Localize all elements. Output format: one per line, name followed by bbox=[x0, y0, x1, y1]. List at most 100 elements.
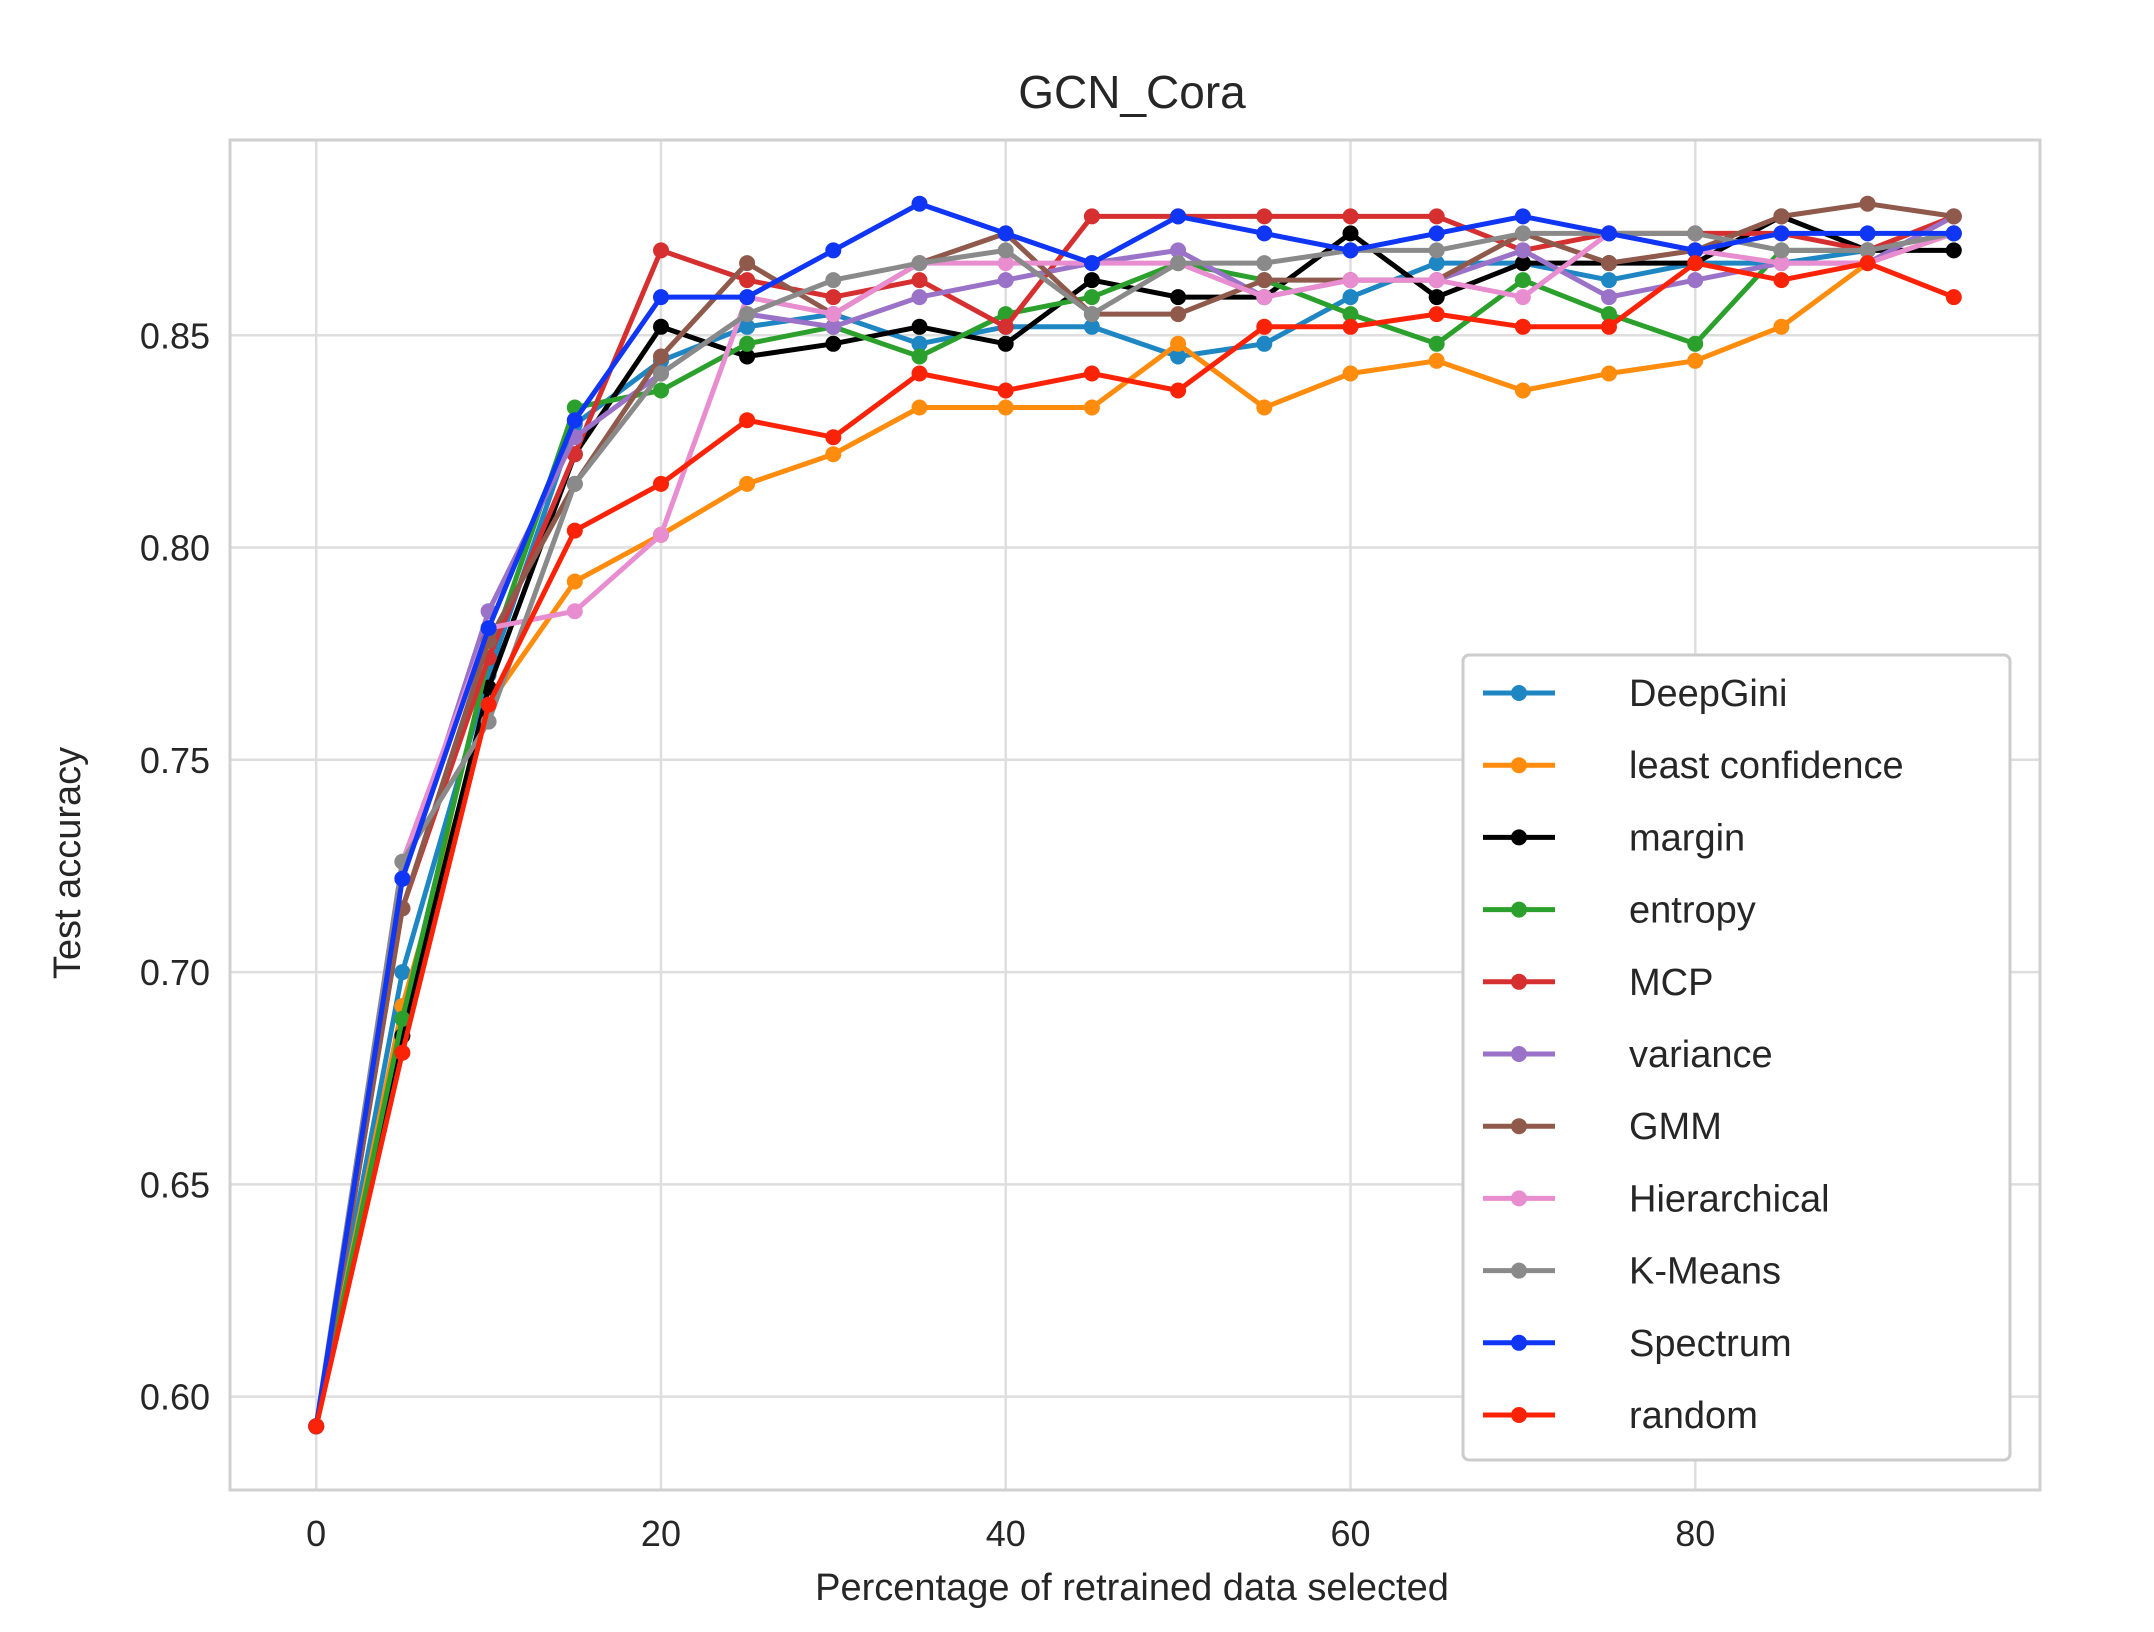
legend-label: Spectrum bbox=[1629, 1323, 1792, 1365]
data-point-margin bbox=[1083, 272, 1100, 289]
legend-item-margin: margin bbox=[1483, 817, 1745, 859]
data-point-k-means bbox=[1170, 255, 1187, 272]
data-point-random bbox=[739, 412, 756, 429]
data-point-entropy bbox=[394, 1010, 411, 1027]
series-random bbox=[308, 255, 1962, 1435]
data-point-margin bbox=[739, 348, 756, 365]
legend-item-random: random bbox=[1483, 1395, 1758, 1437]
legend-marker bbox=[1511, 1118, 1527, 1135]
data-point-spectrum bbox=[1428, 225, 1445, 242]
legend-item-mcp: MCP bbox=[1483, 962, 1713, 1004]
data-point-hierarchical bbox=[566, 603, 583, 620]
data-point-entropy bbox=[1083, 289, 1100, 306]
data-point-deepgini bbox=[1170, 348, 1187, 365]
data-point-margin bbox=[997, 335, 1014, 352]
data-point-random bbox=[1428, 306, 1445, 323]
data-point-least-confidence bbox=[825, 446, 842, 463]
data-point-least-confidence bbox=[1773, 318, 1790, 335]
data-point-random bbox=[1773, 272, 1790, 289]
x-axis-title: Percentage of retrained data selected bbox=[815, 1567, 1449, 1609]
data-point-random bbox=[1945, 289, 1962, 306]
series-line-variance bbox=[313, 214, 1955, 1427]
data-point-mcp bbox=[653, 242, 669, 259]
data-point-least-confidence bbox=[1601, 365, 1617, 382]
legend-label: entropy bbox=[1629, 890, 1756, 932]
data-point-variance bbox=[1601, 289, 1617, 306]
data-point-hierarchical bbox=[825, 306, 842, 323]
data-point-random bbox=[911, 365, 928, 382]
data-point-least-confidence bbox=[1514, 382, 1531, 399]
legend-marker bbox=[1511, 685, 1527, 701]
data-point-random bbox=[480, 696, 497, 713]
data-point-spectrum bbox=[1859, 225, 1876, 242]
legend-label: MCP bbox=[1629, 962, 1713, 1004]
data-point-spectrum bbox=[1687, 242, 1704, 259]
legend-label: GMM bbox=[1629, 1106, 1722, 1148]
data-point-deepgini bbox=[739, 318, 756, 335]
data-point-gmm bbox=[1170, 306, 1187, 323]
data-point-least-confidence bbox=[1256, 399, 1273, 416]
data-point-mcp bbox=[911, 272, 928, 289]
series-line-random bbox=[313, 260, 1955, 1427]
data-point-k-means bbox=[1514, 225, 1531, 242]
data-point-hierarchical bbox=[1256, 289, 1273, 306]
data-point-deepgini bbox=[1256, 335, 1273, 352]
legend-label: K-Means bbox=[1629, 1251, 1781, 1293]
legend-item-spectrum: Spectrum bbox=[1483, 1323, 1792, 1365]
y-tick-label: 0.80 bbox=[140, 528, 210, 569]
data-point-random bbox=[653, 475, 669, 492]
data-point-spectrum bbox=[739, 289, 756, 306]
data-point-k-means bbox=[739, 306, 756, 323]
data-point-random bbox=[1170, 382, 1187, 399]
legend-label: margin bbox=[1629, 817, 1745, 859]
data-point-gmm bbox=[739, 255, 756, 272]
data-point-k-means bbox=[653, 365, 669, 382]
x-tick-label: 80 bbox=[1675, 1513, 1715, 1554]
data-point-spectrum bbox=[1256, 225, 1273, 242]
data-point-random bbox=[394, 1044, 411, 1061]
data-point-deepgini bbox=[1428, 255, 1445, 272]
data-point-margin bbox=[825, 335, 842, 352]
x-tick-label: 60 bbox=[1330, 1513, 1370, 1554]
data-point-gmm bbox=[1773, 208, 1790, 225]
data-point-least-confidence bbox=[1428, 352, 1445, 369]
data-point-least-confidence bbox=[739, 475, 756, 492]
x-tick-label: 0 bbox=[306, 1513, 326, 1554]
x-tick-label: 40 bbox=[986, 1513, 1026, 1554]
data-point-k-means bbox=[1083, 306, 1100, 323]
data-point-random bbox=[1687, 255, 1704, 272]
data-point-mcp bbox=[739, 272, 756, 289]
y-axis-ticks: 0.60 0.65 0.70 0.75 0.80 0.85 bbox=[140, 315, 210, 1417]
data-point-variance bbox=[1687, 272, 1704, 289]
data-point-random bbox=[1256, 318, 1273, 335]
data-point-spectrum bbox=[997, 225, 1014, 242]
data-point-variance bbox=[1170, 242, 1187, 259]
data-point-least-confidence bbox=[1687, 352, 1704, 369]
data-point-random bbox=[308, 1418, 325, 1435]
data-point-k-means bbox=[1859, 242, 1876, 259]
data-point-hierarchical bbox=[1773, 255, 1790, 272]
data-point-gmm bbox=[653, 348, 669, 365]
legend-item-gmm: GMM bbox=[1483, 1106, 1722, 1148]
data-point-hierarchical bbox=[653, 526, 669, 543]
data-point-spectrum bbox=[480, 620, 497, 637]
series-line-spectrum bbox=[313, 201, 1954, 1427]
series-line-entropy bbox=[313, 230, 1955, 1427]
legend-label: variance bbox=[1629, 1034, 1773, 1076]
chart-title: GCN_Cora bbox=[1018, 66, 1246, 118]
series-line-least-confidence bbox=[313, 231, 1955, 1427]
data-point-k-means bbox=[825, 272, 842, 289]
data-point-least-confidence bbox=[997, 399, 1014, 416]
data-point-k-means bbox=[911, 255, 928, 272]
data-point-spectrum bbox=[1170, 208, 1187, 225]
legend-label: least confidence bbox=[1629, 745, 1904, 787]
data-point-margin bbox=[1514, 255, 1531, 272]
data-point-random bbox=[1859, 255, 1876, 272]
data-point-spectrum bbox=[911, 195, 928, 212]
legend-marker bbox=[1511, 829, 1527, 846]
legend-marker bbox=[1511, 1407, 1527, 1423]
series-spectrum bbox=[308, 195, 1962, 1435]
legend-label: Hierarchical bbox=[1629, 1178, 1830, 1220]
data-point-margin bbox=[1342, 225, 1359, 242]
data-point-deepgini bbox=[911, 335, 928, 352]
